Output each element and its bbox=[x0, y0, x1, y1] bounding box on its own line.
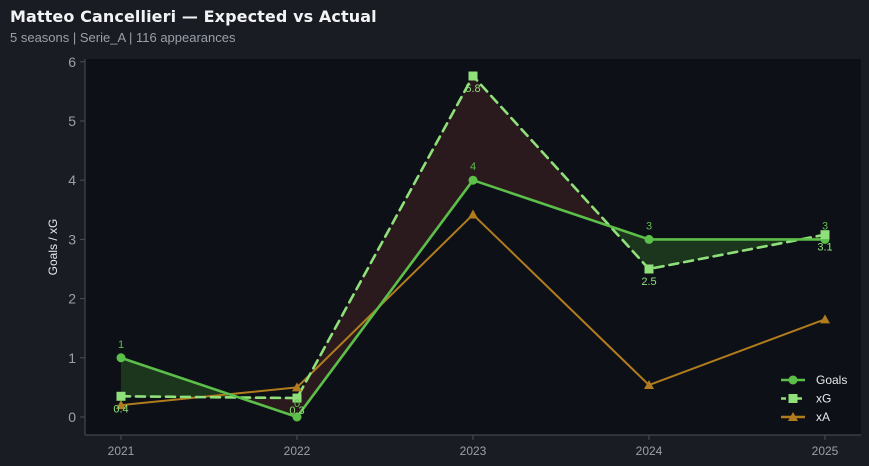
goals-marker bbox=[644, 234, 654, 244]
xa-marker bbox=[468, 209, 478, 219]
y-tick-label: 0 bbox=[68, 409, 76, 425]
xg-data-label: 5.8 bbox=[465, 83, 480, 95]
x-tick-label: 2022 bbox=[284, 444, 311, 458]
xa-marker bbox=[820, 314, 830, 324]
x-tick-label: 2025 bbox=[812, 444, 839, 458]
xg-data-label: 3.1 bbox=[817, 242, 832, 254]
y-axis-label: Goals / xG bbox=[46, 219, 60, 276]
xg-marker bbox=[468, 71, 478, 81]
xa-marker bbox=[116, 400, 126, 410]
xg-marker bbox=[820, 230, 830, 240]
y-tick-label: 4 bbox=[68, 172, 76, 188]
xg-data-label: 0.3 bbox=[289, 405, 304, 417]
y-tick-label: 3 bbox=[68, 231, 76, 247]
xg-data-label: 0.4 bbox=[113, 403, 128, 415]
chart-subtitle: 5 seasons | Serie_A | 116 appearances bbox=[10, 30, 236, 45]
goals-data-label: 1 bbox=[118, 339, 124, 351]
goals-marker bbox=[468, 175, 478, 185]
goals-data-label: 4 bbox=[470, 161, 476, 173]
xg-data-label: 2.5 bbox=[641, 276, 656, 288]
xg-marker bbox=[116, 391, 126, 401]
goals-data-label: 3 bbox=[646, 220, 652, 232]
y-tick-label: 1 bbox=[68, 350, 76, 366]
legend-marker bbox=[788, 412, 798, 421]
legend-label: Goals bbox=[816, 373, 847, 387]
legend-marker bbox=[788, 394, 798, 403]
y-tick-label: 5 bbox=[68, 113, 76, 129]
x-tick-label: 2023 bbox=[460, 444, 487, 458]
xg-marker bbox=[292, 393, 302, 403]
chart-title: Matteo Cancellieri — Expected vs Actual bbox=[10, 7, 377, 26]
xa-marker bbox=[292, 382, 302, 392]
x-tick-label: 2024 bbox=[636, 444, 663, 458]
goals-data-label: 0 bbox=[294, 398, 300, 410]
goals-marker bbox=[116, 353, 126, 363]
legend-label: xG bbox=[816, 392, 831, 406]
goals-marker bbox=[292, 412, 302, 422]
goals-data-label: 3 bbox=[822, 220, 828, 232]
legend-marker bbox=[788, 375, 798, 385]
y-tick-label: 6 bbox=[68, 54, 76, 70]
x-tick-label: 2021 bbox=[108, 444, 135, 458]
underperformance-fill bbox=[297, 76, 473, 418]
xa-marker bbox=[644, 380, 654, 390]
xg-marker bbox=[644, 264, 654, 274]
legend-label: xA bbox=[816, 410, 830, 424]
legend: Goals xG xA bbox=[781, 373, 847, 424]
y-tick-label: 2 bbox=[68, 291, 76, 307]
